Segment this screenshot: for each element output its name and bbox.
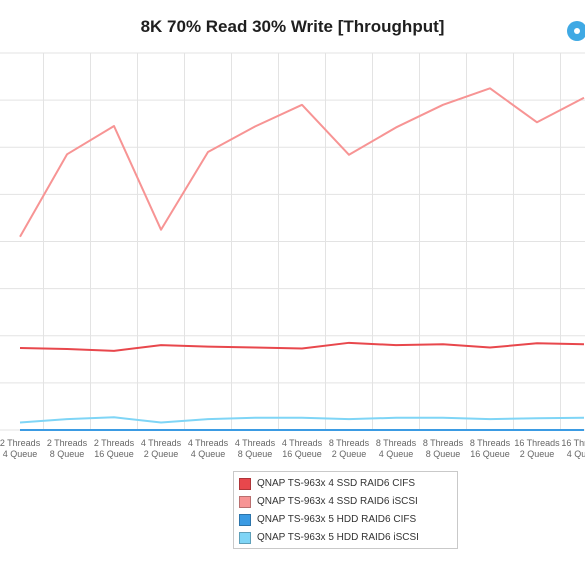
x-tick-label: 8 Threads <box>423 438 464 448</box>
series-line-4[interactable] <box>19 416 585 424</box>
legend-label: QNAP TS-963x 5 HDD RAID6 iSCSI <box>257 532 419 543</box>
x-tick-label: 2 Queue <box>520 449 555 459</box>
x-tick-label: 2 Threads <box>47 438 88 448</box>
info-icon[interactable] <box>567 21 585 41</box>
x-tick-label: 4 Queue <box>379 449 414 459</box>
x-tick-label: 8 Queue <box>426 449 461 459</box>
grid-lines <box>0 52 585 431</box>
x-tick-label: 16 Queue <box>282 449 322 459</box>
legend-swatch <box>239 496 251 508</box>
x-tick-label: 2 Queue <box>332 449 367 459</box>
x-tick-label: 16 Queue <box>470 449 510 459</box>
legend-label: QNAP TS-963x 4 SSD RAID6 CIFS <box>257 478 416 489</box>
series-line-2[interactable] <box>19 87 585 238</box>
legend-swatch <box>239 532 251 544</box>
x-tick-label: 8 Threads <box>329 438 370 448</box>
series-lines <box>19 87 585 431</box>
x-tick-label: 4 Queue <box>3 449 38 459</box>
x-tick-label: 4 Queue <box>567 449 585 459</box>
x-tick-label: 8 Threads <box>470 438 511 448</box>
x-tick-label: 16 Threads <box>561 438 585 448</box>
legend-label: QNAP TS-963x 5 HDD RAID6 CIFS <box>257 514 417 525</box>
legend-swatch <box>239 514 251 526</box>
chart-title: 8K 70% Read 30% Write [Throughput] <box>140 17 445 36</box>
series-line-1[interactable] <box>19 341 585 352</box>
legend-label: QNAP TS-963x 4 SSD RAID6 iSCSI <box>257 496 418 507</box>
x-tick-label: 2 Queue <box>144 449 179 459</box>
x-tick-label: 16 Queue <box>94 449 134 459</box>
x-tick-label: 8 Queue <box>238 449 273 459</box>
legend-swatch <box>239 478 251 490</box>
x-tick-label: 4 Threads <box>282 438 323 448</box>
x-tick-label: 8 Queue <box>50 449 85 459</box>
x-tick-label: 4 Threads <box>141 438 182 448</box>
x-tick-label: 8 Threads <box>376 438 417 448</box>
x-tick-label: 4 Threads <box>235 438 276 448</box>
x-tick-label: 16 Threads <box>514 438 560 448</box>
x-tick-label: 2 Threads <box>94 438 135 448</box>
x-tick-label: 4 Threads <box>188 438 229 448</box>
x-tick-label: 4 Queue <box>191 449 226 459</box>
x-tick-label: 2 Threads <box>0 438 41 448</box>
legend: QNAP TS-963x 4 SSD RAID6 CIFS QNAP TS-963… <box>233 471 458 549</box>
